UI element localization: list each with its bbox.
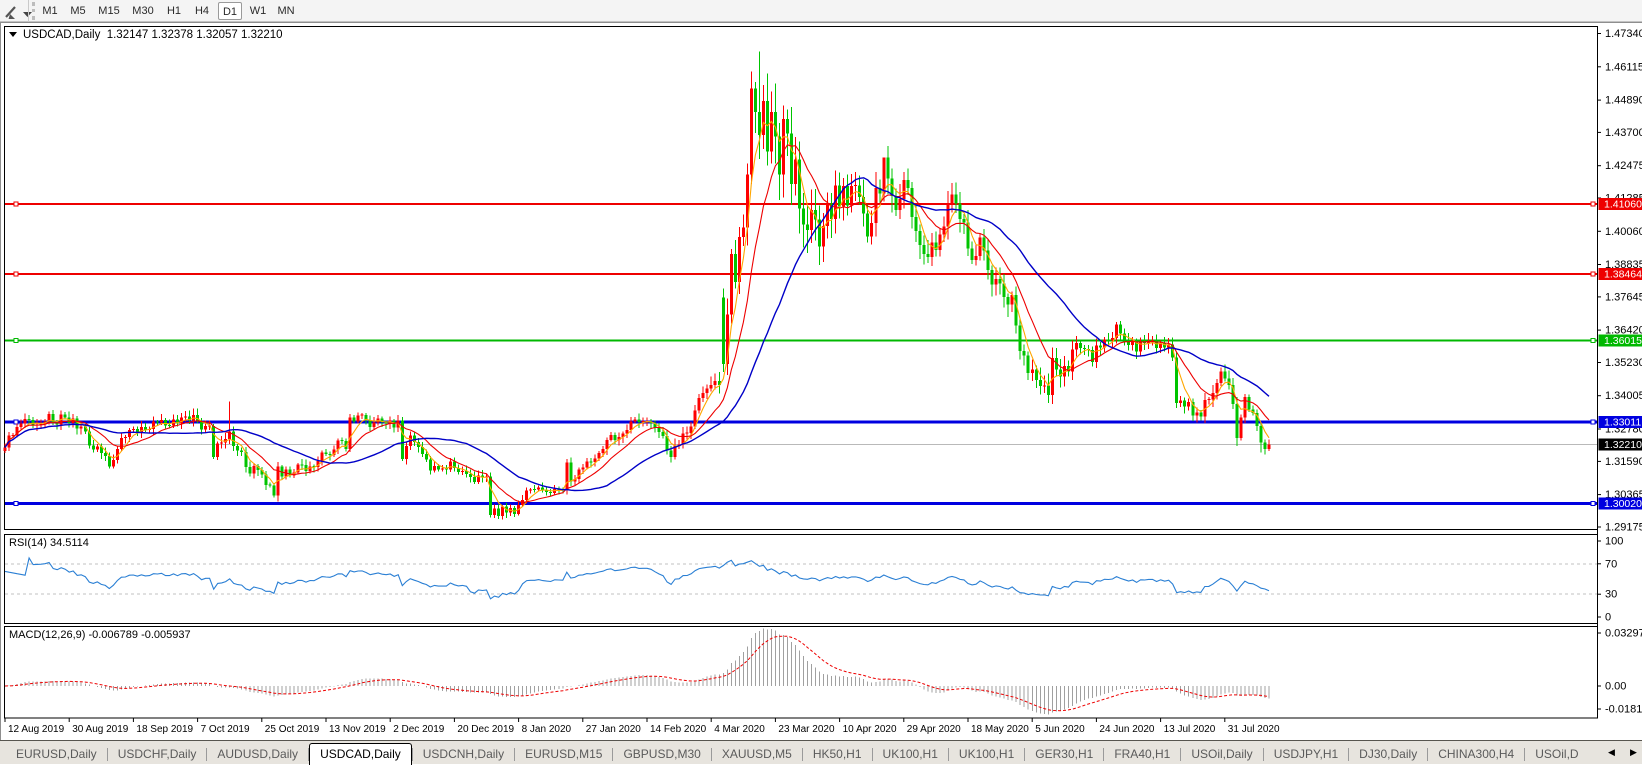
svg-text:1.40060: 1.40060 <box>1605 226 1642 238</box>
svg-text:1.37645: 1.37645 <box>1605 291 1642 303</box>
svg-text:1.30020: 1.30020 <box>1604 498 1642 510</box>
svg-text:12 Aug 2019: 12 Aug 2019 <box>8 724 65 735</box>
svg-text:29 Apr 2020: 29 Apr 2020 <box>907 724 961 735</box>
svg-text:1.46115: 1.46115 <box>1605 61 1642 73</box>
svg-text:MACD(12,26,9) -0.006789 -0.005: MACD(12,26,9) -0.006789 -0.005937 <box>9 629 191 641</box>
svg-text:1.44890: 1.44890 <box>1605 95 1642 107</box>
svg-text:1.32210: 1.32210 <box>1604 439 1642 451</box>
svg-text:70: 70 <box>1605 558 1617 570</box>
svg-text:1.42475: 1.42475 <box>1605 160 1642 172</box>
svg-text:27 Jan 2020: 27 Jan 2020 <box>586 724 641 735</box>
svg-text:0.00: 0.00 <box>1605 681 1626 693</box>
svg-text:100: 100 <box>1605 536 1623 548</box>
svg-text:7 Oct 2019: 7 Oct 2019 <box>201 724 250 735</box>
svg-text:23 Mar 2020: 23 Mar 2020 <box>778 724 835 735</box>
svg-text:10 Apr 2020: 10 Apr 2020 <box>843 724 897 735</box>
svg-text:31 Jul 2020: 31 Jul 2020 <box>1228 724 1280 735</box>
svg-text:1.43700: 1.43700 <box>1605 127 1642 139</box>
svg-text:0: 0 <box>1605 612 1611 624</box>
svg-text:RSI(14) 34.5114: RSI(14) 34.5114 <box>9 537 89 549</box>
svg-text:18 May 2020: 18 May 2020 <box>971 724 1029 735</box>
svg-text:1.41060: 1.41060 <box>1604 199 1642 211</box>
svg-text:24 Jun 2020: 24 Jun 2020 <box>1099 724 1154 735</box>
svg-text:1.34005: 1.34005 <box>1605 390 1642 402</box>
svg-text:4 Mar 2020: 4 Mar 2020 <box>714 724 765 735</box>
svg-text:1.47340: 1.47340 <box>1605 28 1642 40</box>
svg-text:0.032972: 0.032972 <box>1605 628 1642 640</box>
svg-text:2 Dec 2019: 2 Dec 2019 <box>393 724 445 735</box>
svg-text:1.36015: 1.36015 <box>1604 335 1642 347</box>
svg-text:5 Jun 2020: 5 Jun 2020 <box>1035 724 1085 735</box>
svg-text:1.33011: 1.33011 <box>1604 417 1641 429</box>
svg-text:1.35230: 1.35230 <box>1605 357 1642 369</box>
svg-text:20 Dec 2019: 20 Dec 2019 <box>457 724 514 735</box>
svg-text:-0.018154: -0.018154 <box>1605 704 1642 716</box>
svg-text:1.38464: 1.38464 <box>1604 269 1642 281</box>
svg-text:8 Jan 2020: 8 Jan 2020 <box>522 724 572 735</box>
svg-text:13 Jul 2020: 13 Jul 2020 <box>1164 724 1216 735</box>
svg-text:14 Feb 2020: 14 Feb 2020 <box>650 724 707 735</box>
svg-text:1.31590: 1.31590 <box>1605 456 1642 468</box>
svg-text:30 Aug 2019: 30 Aug 2019 <box>72 724 129 735</box>
svg-text:30: 30 <box>1605 589 1617 601</box>
svg-text:USDCAD,Daily 1.32147 1.32378: USDCAD,Daily 1.32147 1.32378 1.32057 1.3… <box>23 29 283 41</box>
svg-text:1.29175: 1.29175 <box>1605 522 1642 534</box>
svg-text:13 Nov 2019: 13 Nov 2019 <box>329 724 386 735</box>
svg-text:25 Oct 2019: 25 Oct 2019 <box>265 724 320 735</box>
svg-text:18 Sep 2019: 18 Sep 2019 <box>136 724 193 735</box>
